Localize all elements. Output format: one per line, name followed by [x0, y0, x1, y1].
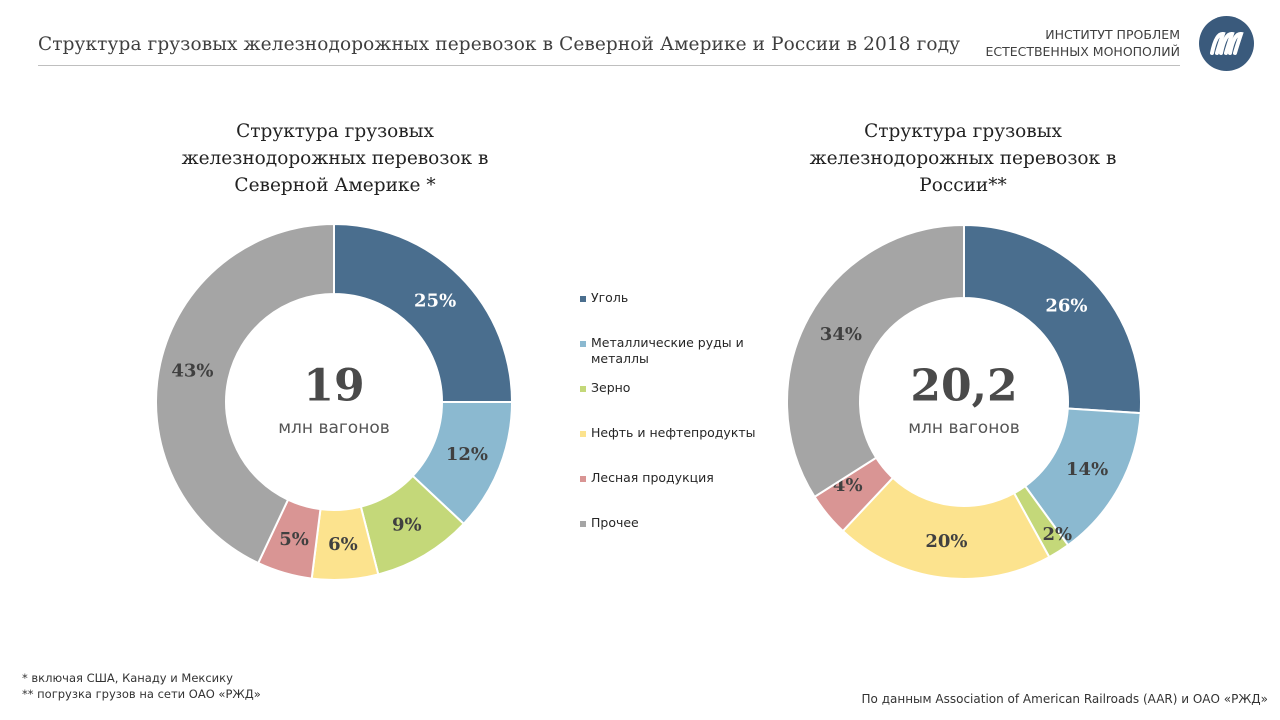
legend-label-oil: Нефть и нефтепродукты — [591, 425, 756, 440]
legend-swatch-grain — [580, 386, 586, 392]
data-label-north-america-oil: 6% — [328, 534, 358, 555]
data-label-russia-grain: 2% — [1042, 524, 1072, 545]
org-name-line-2: ЕСТЕСТВЕННЫХ МОНОПОЛИЙ — [985, 44, 1180, 59]
data-label-russia-other: 34% — [820, 324, 862, 345]
legend-label-coal: Уголь — [591, 290, 629, 305]
center-unit-russia: млн вагонов — [908, 418, 1020, 438]
legend-label-grain: Зерно — [591, 380, 631, 395]
chart-title-line: железнодорожных перевозок в — [181, 148, 489, 169]
data-label-north-america-timber: 5% — [279, 529, 309, 550]
center-unit-north-america: млн вагонов — [278, 418, 390, 438]
chart-title-line: Структура грузовых — [864, 121, 1062, 142]
donut-slice-russia-other — [786, 223, 965, 499]
legend-label-timber: Лесная продукция — [591, 470, 714, 485]
donut-slice-north-america-other — [155, 222, 335, 565]
legend-item-oil: Нефть и нефтепродукты — [580, 425, 771, 441]
legend-item-grain: Зерно — [580, 380, 771, 396]
page-title: Структура грузовых железнодорожных перев… — [38, 34, 961, 55]
legend-item-coal: Уголь — [580, 290, 771, 306]
header-divider — [38, 65, 1180, 66]
chart-title-line: Северной Америке * — [234, 175, 436, 196]
organization-name: ИНСТИТУТ ПРОБЛЕМ ЕСТЕСТВЕННЫХ МОНОПОЛИЙ — [985, 26, 1180, 60]
chart-title-line: железнодорожных перевозок в — [809, 148, 1117, 169]
legend-swatch-oil — [580, 431, 586, 437]
data-label-russia-oil: 20% — [925, 531, 967, 552]
legend-swatch-timber — [580, 476, 586, 482]
center-value-north-america: 19 — [303, 361, 364, 412]
data-label-north-america-coal: 25% — [414, 290, 456, 311]
chart-title-russia: Структура грузовых железнодорожных перев… — [783, 118, 1143, 199]
legend-label-other: Прочее — [591, 515, 639, 530]
legend-item-other: Прочее — [580, 515, 771, 531]
data-label-russia-ores: 14% — [1066, 459, 1108, 480]
donut-slice-north-america-coal — [333, 222, 514, 403]
data-label-north-america-other: 43% — [171, 360, 213, 381]
org-name-line-1: ИНСТИТУТ ПРОБЛЕМ — [1045, 27, 1180, 42]
legend-item-timber: Лесная продукция — [580, 470, 771, 486]
data-label-north-america-ores: 12% — [446, 444, 488, 465]
footnote-2: ** погрузка грузов на сети ОАО «РЖД» — [22, 687, 261, 701]
legend-swatch-ores — [580, 341, 586, 347]
center-value-russia: 20,2 — [910, 361, 1017, 412]
data-label-russia-coal: 26% — [1045, 295, 1087, 316]
chart-title-line: России** — [919, 175, 1007, 196]
institute-logo-icon — [1199, 16, 1254, 71]
chart-title-line: Структура грузовых — [236, 121, 434, 142]
chart-title-north-america: Структура грузовых железнодорожных перев… — [155, 118, 515, 199]
legend-swatch-other — [580, 521, 586, 527]
source-note: По данным Association of American Railro… — [861, 692, 1268, 706]
legend-item-ores: Металлические руды и металлы — [580, 335, 771, 367]
legend-label-ores: Металлические руды и металлы — [591, 335, 744, 366]
legend-swatch-coal — [580, 296, 586, 302]
donut-slice-russia-oil — [841, 476, 1051, 580]
donut-slice-russia-coal — [963, 223, 1142, 415]
footnote-1: * включая США, Канаду и Мексику — [22, 671, 233, 685]
footnotes: * включая США, Канаду и Мексику ** погру… — [22, 670, 261, 702]
data-label-north-america-grain: 9% — [392, 515, 422, 536]
